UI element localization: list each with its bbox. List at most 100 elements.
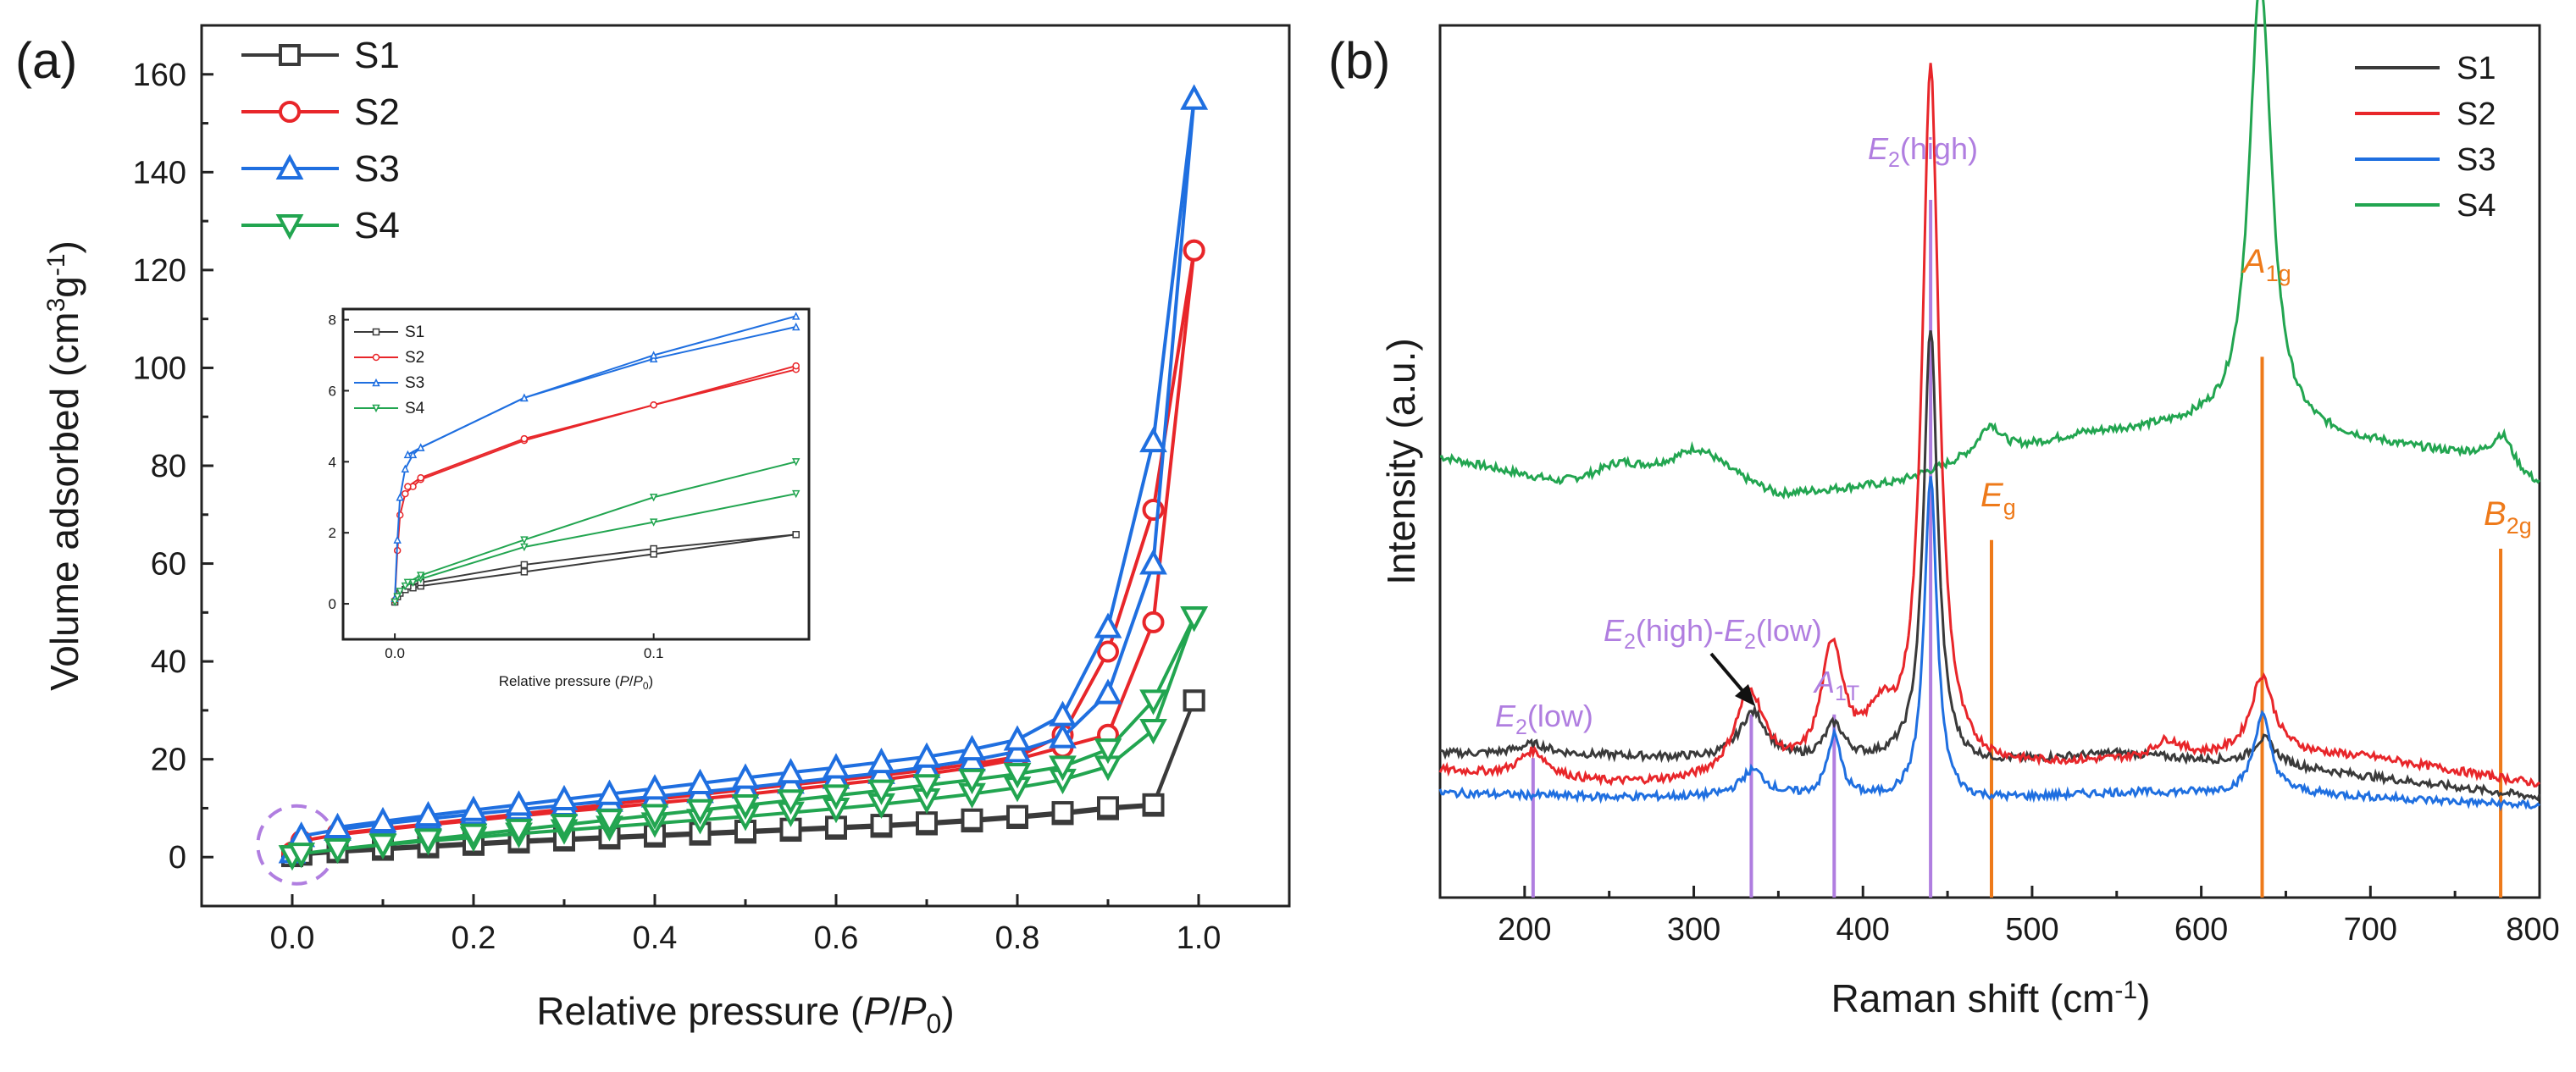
chart-a-x-tick-label: 0.8 [995, 920, 1040, 956]
chart-b-x-tick-label: 500 [2005, 912, 2058, 948]
inset-y-tick-label: 2 [329, 525, 336, 541]
inset-data-point [650, 401, 657, 409]
peak-label-e2-low: E2(low) [1495, 699, 1593, 739]
chart-b-x-label: Raman shift (cm-1) [1831, 976, 2151, 1020]
data-point-s2 [1183, 239, 1205, 262]
chart-a-y-ticks: 0 20 40 60 80 100 120 140 160 [133, 24, 213, 908]
inset-chart: 0.0 0.1 0 2 4 6 8 S1 S2 S3 S4 Relative pressure … [329, 307, 811, 692]
data-point-s1 [1183, 689, 1205, 712]
chart-b-peak-markers [1531, 200, 2503, 898]
inset-data-point [408, 450, 418, 459]
chart-a-x-tick-label: 0.2 [451, 920, 496, 956]
chart-a-y-tick-label: 20 [151, 743, 186, 778]
inset-y-tick-label: 4 [329, 454, 336, 470]
adsorption-isotherm-chart: 0.0 0.2 0.4 0.6 0.8 1.0 020406080100120140160… [42, 24, 1291, 1039]
inset-data-point [792, 312, 800, 320]
data-point-s4 [958, 768, 986, 795]
low-pressure-highlight-circle [256, 804, 338, 886]
panel-label-b: (b) [1328, 32, 1390, 89]
chart-b-x-tick-label: 400 [1836, 912, 1890, 948]
inset-data-point [396, 511, 404, 519]
peak-label-eg: Eg [1980, 477, 2016, 520]
inset-legend-label: S4 [405, 400, 425, 417]
legend-label-b-s4: S4 [2457, 188, 2496, 224]
data-point-s4 [912, 774, 941, 800]
data-point-s3 [867, 747, 895, 774]
inset-data-point [396, 493, 404, 501]
chart-a-x-tick-label: 0.6 [814, 920, 859, 956]
data-point-s1 [1097, 796, 1119, 819]
raman-line-s3 [1438, 476, 2540, 812]
inset-y-tick-label: 8 [329, 312, 336, 329]
inset-data-point [792, 458, 800, 467]
data-point-s3 [550, 784, 579, 811]
inset-legend: S1 S2 S3 S4 [354, 323, 425, 417]
data-point-s4 [1139, 719, 1167, 745]
inset-data-point [402, 489, 409, 498]
data-point-s4 [867, 779, 895, 805]
data-point-s3 [777, 758, 805, 784]
data-point-s2 [1097, 640, 1119, 663]
data-point-s3 [414, 800, 442, 827]
data-point-s3 [368, 806, 397, 833]
peak-label-e2-high-minus-low: E2(high)-E2(low) [1604, 613, 1822, 654]
data-point-s3 [505, 790, 533, 816]
data-point-s3 [1094, 612, 1122, 638]
inset-legend-marker [372, 378, 380, 387]
data-point-s4 [324, 837, 352, 865]
data-point-s4 [1180, 606, 1209, 633]
legend-marker-s2 [279, 101, 301, 123]
peak-label-b2g: B2g [2484, 495, 2532, 539]
inset-data-point [417, 473, 424, 482]
data-point-s4 [822, 784, 850, 810]
inset-legend-marker [372, 353, 380, 362]
inset-data-point [649, 494, 658, 502]
data-point-s4 [414, 828, 442, 854]
adsorption-line-s1 [291, 699, 1196, 859]
inset-data-point [393, 593, 402, 601]
inset-data-point [416, 572, 425, 580]
peak-labels: E2(low) E2(high)-E2(low) A1T E2(high) Eg… [1495, 131, 2532, 739]
legend-marker-s3 [275, 153, 304, 180]
data-point-s4 [777, 789, 805, 815]
chart-b-x-ticks: 200 300 400 500 600 700 800 [1438, 886, 2560, 948]
inset-data-point [520, 561, 529, 569]
raman-line-s2 [1438, 63, 2540, 788]
data-point-s4 [1094, 738, 1122, 765]
chart-a-y-tick-label: 120 [133, 253, 186, 289]
data-point-s4 [505, 818, 533, 845]
data-point-s3 [958, 734, 986, 761]
data-point-s3 [324, 812, 352, 838]
data-point-s4 [459, 823, 488, 849]
inset-data-point [520, 543, 529, 552]
peak-label-e2-high: E2(high) [1868, 131, 1978, 172]
inset-adsorption-line [394, 368, 796, 600]
inset-series-s2 [391, 362, 800, 605]
legend-label-s1: S1 [354, 35, 400, 76]
inset-data-point [416, 443, 425, 451]
data-point-s4 [1003, 763, 1032, 789]
chart-a-y-label: Volume adsorbed (cm3g-1) [42, 240, 86, 691]
inset-y-ticks: 0 2 4 6 8 [329, 312, 349, 612]
data-point-s4 [287, 843, 316, 869]
data-point-s3 [822, 753, 850, 779]
data-point-s4 [686, 798, 714, 825]
inset-legend-label: S3 [405, 374, 424, 392]
inset-x-tick-label: 0.0 [385, 645, 405, 661]
legend-label-s4: S4 [354, 205, 400, 246]
data-point-s4 [640, 804, 669, 830]
inset-legend-label: S2 [405, 349, 424, 367]
chart-a-x-ticks: 0.0 0.2 0.4 0.6 0.8 1.0 [200, 894, 1291, 956]
peak-label-a1t: A1T [1813, 665, 1859, 705]
data-point-s2 [1142, 611, 1165, 633]
data-point-s3 [912, 742, 941, 768]
data-point-s3 [596, 779, 623, 805]
data-point-s1 [916, 811, 938, 834]
chart-a-y-tick-label: 0 [169, 840, 186, 876]
chart-b-x-tick-label: 800 [2506, 912, 2559, 948]
chart-a-x-label: Relative pressure (P/P0) [536, 989, 954, 1039]
chart-b-x-tick-label: 700 [2344, 912, 2397, 948]
inset-data-point [408, 578, 418, 588]
inset-x-label: Relative pressure (P/P0) [499, 673, 653, 692]
